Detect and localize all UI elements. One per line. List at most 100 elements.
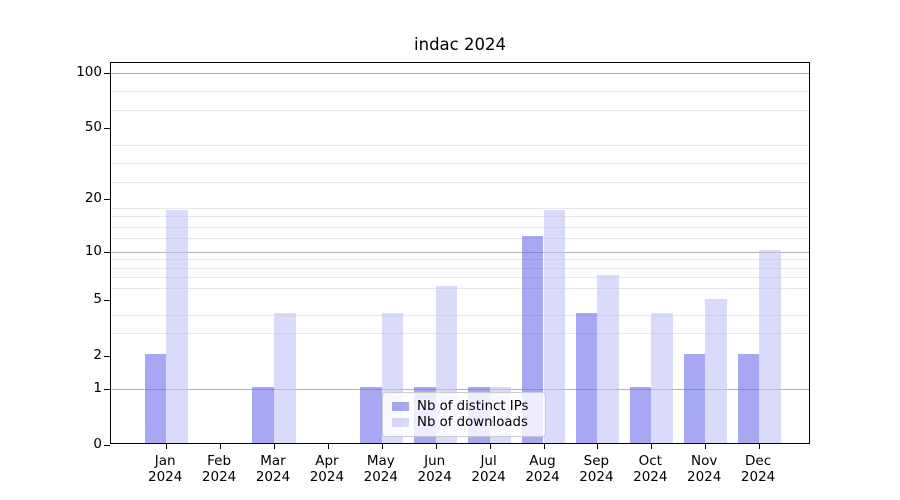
x-tick-month: May (366, 453, 395, 469)
minor-gridline (111, 207, 809, 209)
x-tick-label: Oct 2024 (633, 453, 667, 485)
y-tick-mark (104, 72, 110, 74)
x-tick-year: 2024 (201, 469, 237, 485)
bar-downloads (651, 313, 673, 443)
bar-distinct-ips (629, 387, 652, 443)
major-gridline (111, 251, 809, 253)
y-tick-mark (104, 356, 110, 358)
x-tick-mark (381, 444, 383, 449)
minor-gridline (111, 162, 809, 164)
x-tick-month: Oct (638, 453, 662, 469)
major-gridline (111, 389, 809, 391)
x-tick-month: Apr (315, 453, 339, 469)
legend-item-distinct-ips: Nb of distinct IPs (392, 399, 536, 414)
x-tick-month: Aug (529, 453, 556, 469)
x-tick-year: 2024 (471, 469, 506, 485)
x-tick-month: Jan (154, 453, 176, 469)
y-tick-label: 50 (84, 118, 102, 135)
x-tick-mark (597, 444, 599, 449)
x-tick-month: Feb (207, 453, 232, 469)
x-tick-label: Sep 2024 (579, 453, 613, 485)
legend: Nb of distinct IPs Nb of downloads (382, 392, 546, 437)
x-tick-mark (651, 444, 653, 449)
x-tick-month: Jul (480, 453, 497, 469)
x-tick-year: 2024 (687, 469, 722, 485)
legend-label-downloads: Nb of downloads (417, 415, 528, 430)
x-tick-year: 2024 (363, 469, 398, 485)
x-tick-mark (489, 444, 491, 449)
x-tick-mark (759, 444, 761, 449)
x-tick-month: Dec (745, 453, 772, 469)
y-tick-mark (104, 127, 110, 129)
y-tick-mark (104, 445, 110, 446)
x-tick-year: 2024 (417, 469, 452, 485)
x-tick-label: Jul 2024 (471, 453, 505, 485)
x-tick-year: 2024 (148, 469, 183, 485)
x-tick-label: Mar 2024 (256, 453, 290, 485)
legend-swatch-downloads (392, 418, 409, 427)
bar-distinct-ips (521, 236, 544, 443)
x-tick-year: 2024 (525, 469, 560, 485)
y-tick-label: 1 (93, 380, 102, 397)
minor-gridline (111, 145, 809, 147)
minor-gridline (111, 277, 809, 279)
bar-distinct-ips (144, 354, 167, 443)
minor-gridline (111, 238, 809, 240)
x-tick-label: Aug 2024 (525, 453, 559, 485)
x-tick-label: Nov 2024 (687, 453, 721, 485)
minor-gridline (111, 288, 809, 290)
bar-downloads (543, 209, 566, 443)
plot-area (104, 62, 810, 449)
minor-gridline (111, 333, 809, 335)
bar-distinct-ips (360, 387, 382, 443)
x-tick-year: 2024 (309, 469, 345, 485)
x-tick-year: 2024 (255, 469, 291, 485)
minor-gridline (111, 315, 809, 317)
x-tick-month: Jun (424, 453, 446, 469)
y-tick-label: 100 (76, 63, 102, 80)
bar-downloads (166, 209, 188, 443)
legend-item-downloads: Nb of downloads (392, 415, 536, 430)
y-tick-label: 2 (93, 347, 102, 364)
x-tick-mark (220, 444, 222, 449)
bar-distinct-ips (575, 313, 598, 443)
x-tick-mark (166, 444, 168, 449)
bar-downloads (705, 298, 727, 443)
y-tick-label: 5 (93, 291, 102, 308)
x-tick-label: Jan 2024 (148, 453, 182, 485)
x-tick-month: Nov (691, 453, 718, 469)
y-tick-mark (104, 251, 110, 253)
x-tick-label: Feb 2024 (202, 453, 236, 485)
bar-distinct-ips (683, 354, 706, 443)
bar-downloads (274, 313, 296, 443)
minor-gridline (111, 216, 809, 218)
x-tick-label: Apr 2024 (310, 453, 344, 485)
x-tick-month: Sep (583, 453, 610, 469)
x-tick-year: 2024 (740, 469, 776, 485)
x-tick-mark (705, 444, 707, 449)
x-tick-label: Jun 2024 (418, 453, 452, 485)
y-tick-mark (104, 389, 110, 391)
minor-gridline (111, 259, 809, 261)
x-tick-label: Dec 2024 (741, 453, 775, 485)
x-tick-mark (435, 444, 437, 449)
y-tick-mark (104, 300, 110, 302)
x-tick-month: Mar (260, 453, 286, 469)
y-tick-label: 20 (84, 190, 102, 207)
bar-downloads (597, 275, 619, 443)
x-tick-label: May 2024 (364, 453, 398, 485)
x-tick-mark (543, 444, 545, 449)
y-tick-label: 0 (93, 436, 102, 452)
bar-distinct-ips (252, 387, 274, 443)
minor-gridline (111, 226, 809, 228)
legend-label-distinct-ips: Nb of distinct IPs (417, 399, 529, 414)
chart-title: indac 2024 (414, 35, 506, 54)
bar-distinct-ips (737, 354, 760, 443)
legend-swatch-distinct-ips (392, 402, 409, 411)
minor-gridline (111, 109, 809, 111)
y-tick-mark (104, 199, 110, 201)
x-tick-year: 2024 (579, 469, 614, 485)
x-tick-year: 2024 (633, 469, 668, 485)
minor-gridline (111, 267, 809, 269)
